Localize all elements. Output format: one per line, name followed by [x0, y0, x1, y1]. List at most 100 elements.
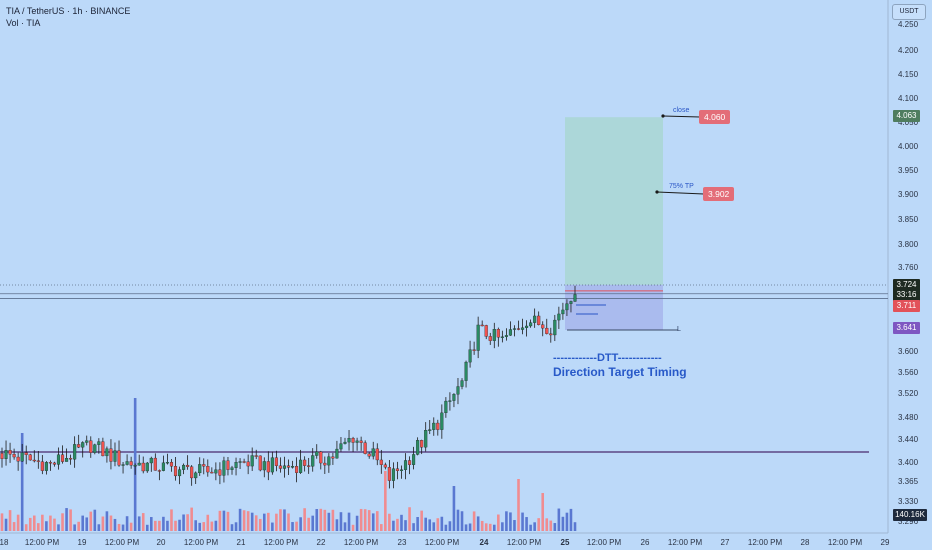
volume-bar	[375, 511, 379, 531]
volume-bar	[513, 520, 516, 531]
candle-body	[387, 467, 391, 481]
candle-body	[335, 448, 339, 459]
volume-bar	[141, 513, 145, 531]
l-label: L	[677, 326, 681, 333]
volume-bar	[557, 508, 561, 531]
candle-body	[512, 328, 517, 330]
volume-bar	[246, 511, 250, 531]
volume-bar	[271, 522, 274, 531]
candle-body	[395, 468, 400, 471]
time-tick-label: 24	[480, 538, 489, 547]
candle-body	[177, 469, 182, 477]
candle-body	[464, 361, 468, 381]
candle-body	[238, 461, 242, 463]
volume-bar	[57, 524, 60, 531]
close-point	[661, 114, 665, 118]
candle-body	[85, 440, 89, 443]
volume-bar	[335, 519, 339, 531]
candle-body	[472, 349, 476, 351]
price-tick-label: 3.520	[898, 389, 919, 398]
volume-bar	[202, 522, 206, 531]
last-price-badge: 3.724	[893, 279, 920, 291]
time-axis[interactable]: 18 12:00 PM 19 12:00 PM 20 12:00 PM 21 12:00 PM…	[0, 538, 890, 547]
symbol-title[interactable]: TIA / TetherUS · 1h · BINANCE	[6, 6, 131, 16]
volume-bar	[541, 493, 545, 531]
volume-bar	[61, 513, 64, 531]
volume-bar	[206, 514, 210, 531]
volume-bar	[49, 515, 52, 531]
volume-bar	[484, 523, 488, 531]
volume-bar	[347, 512, 351, 531]
volume-bar	[222, 510, 226, 531]
time-tick-label: 25	[561, 538, 570, 547]
candle-body	[319, 451, 323, 464]
price-axis[interactable]: 4.250 4.200 4.150 4.100 4.050 4.000 3.950 3.900…	[898, 20, 919, 526]
candle-body	[371, 448, 375, 457]
volume-bar	[258, 518, 262, 531]
time-tick-label: 12:00 PM	[184, 538, 219, 547]
volume-bar	[456, 509, 460, 531]
volume-bar	[420, 510, 423, 531]
volume-bar	[416, 517, 419, 531]
candle-body	[367, 453, 371, 457]
tp-point	[655, 190, 659, 194]
candle-body	[137, 462, 141, 466]
candle-body	[432, 422, 436, 430]
volume-bar	[561, 516, 565, 531]
candle-body	[145, 462, 149, 472]
price-tick-label: 3.440	[898, 435, 919, 444]
volume-bar	[8, 510, 12, 531]
candle-body	[347, 438, 351, 443]
price-tick-label: 3.850	[898, 215, 919, 224]
volume-bar	[444, 524, 448, 531]
candle-body	[202, 464, 206, 467]
volume-bar	[359, 508, 363, 531]
volume-legend[interactable]: Vol · TIA	[6, 18, 41, 28]
candle-body	[97, 441, 101, 445]
volume-bar	[363, 509, 367, 531]
candle-body	[262, 461, 266, 471]
candle-body	[109, 448, 113, 462]
volume-bar	[440, 516, 444, 531]
candle-body	[113, 450, 117, 462]
time-tick-label: 26	[641, 538, 650, 547]
volume-bar	[311, 515, 315, 531]
candle-body	[222, 460, 226, 476]
candle-body	[198, 464, 202, 474]
price-tick-label: 3.950	[898, 166, 919, 175]
currency-button[interactable]: USDT	[892, 4, 926, 20]
candle-body	[299, 459, 303, 473]
candle-body	[28, 454, 32, 461]
candle-body	[121, 464, 125, 466]
volume-bar	[65, 508, 68, 531]
volume-bar	[198, 522, 202, 531]
candle-body	[149, 457, 153, 464]
candle-body	[420, 440, 424, 448]
candle-body	[331, 456, 335, 459]
position-tool[interactable]	[565, 114, 705, 331]
close-value-flag[interactable]: 4.060	[699, 110, 731, 124]
volume-bar	[53, 518, 56, 531]
volume-bar	[117, 523, 121, 531]
volume-bar	[93, 509, 97, 531]
volume-bar	[533, 522, 536, 531]
candle-body	[529, 322, 533, 327]
price-tick-label: 3.600	[898, 347, 919, 356]
candle-body	[424, 430, 428, 448]
time-tick-label: 22	[317, 538, 326, 547]
candle-body	[496, 329, 500, 338]
candle-body	[173, 466, 178, 477]
time-tick-label: 12:00 PM	[344, 538, 379, 547]
tp-value-flag[interactable]: 3.902	[703, 187, 735, 201]
candle-body	[230, 467, 234, 470]
volume-bar	[137, 516, 141, 531]
candle-body	[428, 429, 432, 431]
candle-body	[258, 455, 262, 471]
volume-bar	[339, 512, 343, 531]
volume-bar	[150, 517, 153, 531]
volume-bar	[327, 512, 331, 531]
horizontal-levels[interactable]	[0, 284, 888, 453]
volume-bar	[154, 520, 157, 531]
candle-body	[537, 315, 541, 325]
